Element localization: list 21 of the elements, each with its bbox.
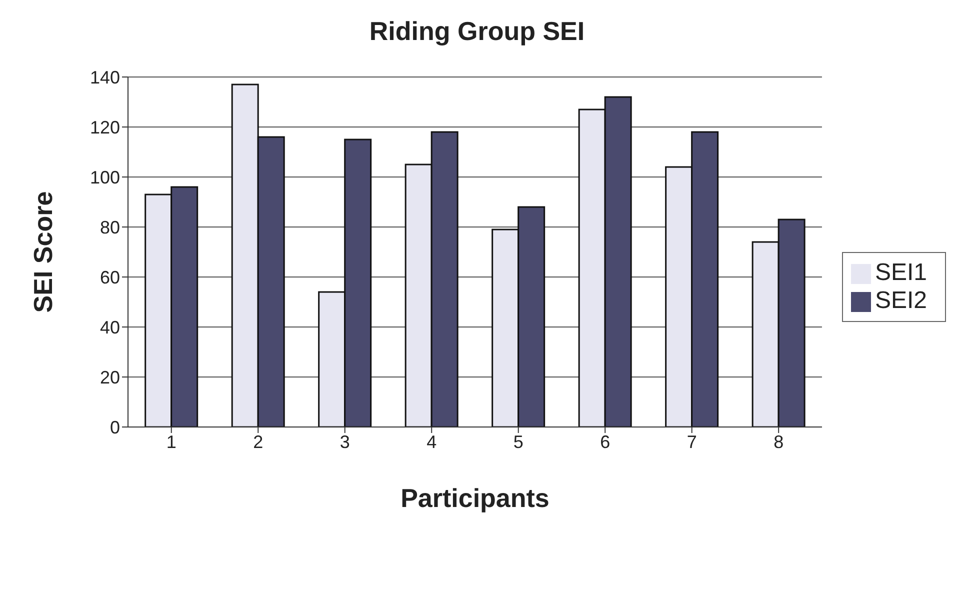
y-tick-label: 80 — [100, 217, 120, 238]
y-tick-label: 140 — [90, 67, 120, 88]
x-tick-label: 4 — [426, 432, 437, 452]
y-tick-label: 0 — [110, 417, 120, 438]
y-tick-label: 40 — [100, 317, 120, 338]
y-tick-label: 120 — [90, 117, 120, 138]
y-tick-label: 60 — [100, 267, 120, 288]
x-axis-title: Participants — [400, 483, 550, 513]
x-tick-label: 3 — [340, 432, 350, 452]
legend-label: SEI2 — [874, 287, 927, 314]
chart-title: Riding Group SEI — [368, 16, 586, 47]
x-tick-label: 8 — [774, 432, 784, 452]
x-tick-label: 2 — [253, 432, 264, 452]
x-tick-label: 6 — [600, 432, 610, 452]
y-axis-title: SEI Score — [28, 191, 58, 313]
y-tick-label: 20 — [100, 367, 120, 388]
x-tick-label: 5 — [513, 432, 524, 452]
y-tick-label: 100 — [90, 167, 120, 188]
x-tick-label: 1 — [166, 432, 176, 452]
legend-label: SEI1 — [874, 259, 927, 286]
x-tick-label: 7 — [686, 432, 697, 452]
